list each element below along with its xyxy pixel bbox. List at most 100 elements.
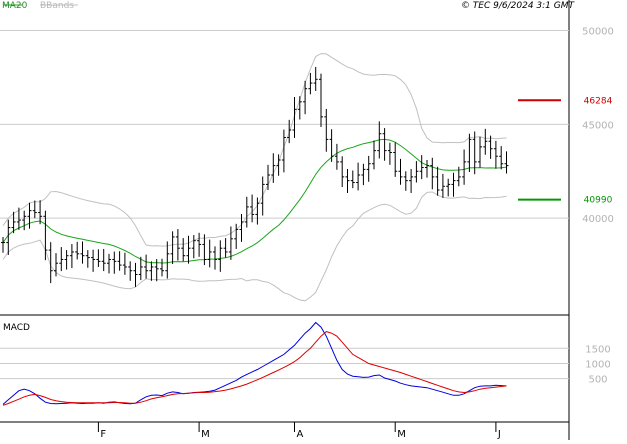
x-tick-label-2: A [297, 429, 304, 440]
macd-tick-label-1: 1000 [585, 359, 610, 370]
price-bar-34 [181, 238, 186, 262]
macd-panel: 1500 1000 500 [0, 321, 611, 406]
price-bar-38 [202, 234, 207, 266]
price-bar-36 [191, 235, 196, 259]
price-bar-70 [372, 140, 376, 170]
macd-panel-label: MACD [3, 323, 30, 333]
signal-line [2, 331, 507, 406]
copyright-text: © TEC 9/6/2024 3:1 GMT [461, 1, 576, 11]
price-bar-8 [43, 210, 48, 261]
price-bar-59 [313, 66, 318, 91]
resistance-value-label: 46284 [584, 96, 613, 106]
ma20-line [2, 138, 507, 264]
x-tick-label-3: M [397, 429, 406, 440]
price-bar-49 [260, 176, 265, 216]
price-bar-65 [345, 169, 350, 194]
price-bar-53 [281, 129, 286, 173]
price-bar-54 [287, 119, 292, 144]
price-bar-89 [472, 131, 477, 175]
price-bar-1 [6, 219, 11, 255]
price-bar-82 [435, 166, 440, 196]
price-bar-79 [419, 155, 424, 180]
price-bar-11 [59, 247, 64, 272]
grid-lines [0, 30, 569, 219]
price-bar-3 [16, 207, 21, 230]
price-bars [1, 66, 509, 287]
price-bar-31 [165, 241, 170, 279]
price-bar-78 [414, 161, 419, 183]
price-bar-62 [329, 129, 334, 162]
price-bar-85 [451, 172, 456, 197]
price-bar-16 [85, 250, 90, 268]
price-bar-91 [483, 128, 488, 155]
price-bar-57 [303, 80, 308, 115]
price-bar-88 [467, 133, 472, 173]
x-tick-label-4: J [497, 429, 501, 440]
price-bar-10 [54, 253, 58, 277]
price-bar-50 [266, 164, 270, 191]
price-bar-56 [297, 96, 302, 120]
price-tick-label-1: 45000 [582, 120, 614, 131]
price-bar-74 [393, 142, 398, 177]
price-bar-64 [340, 156, 345, 188]
price-bar-2 [11, 211, 16, 234]
price-bar-12 [64, 250, 69, 270]
price-bar-35 [186, 235, 191, 264]
price-bar-13 [69, 244, 74, 269]
price-bar-81 [430, 157, 435, 190]
price-bar-24 [128, 261, 133, 281]
price-bar-93 [493, 140, 498, 169]
price-bar-80 [425, 160, 429, 178]
bollinger-bands [2, 53, 507, 302]
price-bar-15 [80, 241, 85, 264]
bbands-legend-label: BBands [40, 1, 74, 11]
price-bar-43 [228, 226, 233, 260]
price-bar-92 [488, 135, 493, 159]
price-tick-label-0: 50000 [582, 27, 614, 38]
macd-tick-label-0: 1500 [585, 344, 610, 355]
price-bar-30 [160, 258, 164, 277]
price-bar-14 [75, 241, 80, 260]
upper-bollinger-band [2, 53, 507, 247]
price-bar-67 [356, 162, 361, 191]
lower-bollinger-band [2, 191, 507, 302]
price-bar-61 [324, 108, 329, 152]
price-bar-23 [122, 252, 127, 275]
price-bar-71 [377, 121, 382, 159]
price-bar-95 [504, 151, 509, 174]
price-bar-28 [149, 261, 154, 281]
price-bar-39 [207, 239, 212, 268]
price-bar-19 [101, 248, 106, 272]
price-bar-76 [403, 171, 408, 191]
price-bar-4 [22, 210, 27, 231]
price-bar-90 [478, 136, 482, 168]
price-bar-5 [27, 202, 32, 229]
price-bar-9 [48, 242, 53, 284]
price-bar-41 [218, 240, 223, 272]
level-markers: 46284 40990 [518, 96, 613, 206]
price-bar-68 [361, 163, 366, 186]
x-tick-label-0: F [100, 429, 106, 440]
price-tick-label-2: 40000 [582, 214, 614, 225]
price-bar-63 [334, 143, 339, 170]
price-bar-94 [499, 146, 504, 170]
price-bar-87 [462, 149, 467, 185]
price-bar-18 [96, 249, 101, 267]
price-bar-25 [133, 262, 138, 287]
price-bar-32 [170, 231, 175, 264]
price-bar-40 [213, 246, 217, 270]
price-bar-69 [366, 155, 371, 182]
price-bar-55 [292, 96, 297, 138]
support-value-label: 40990 [584, 196, 613, 206]
price-bar-6 [32, 200, 37, 219]
price-bar-21 [112, 251, 117, 274]
price-bar-33 [175, 229, 180, 261]
price-bar-77 [409, 169, 414, 194]
price-bar-75 [398, 158, 403, 185]
ma20-legend-label: MA20 [2, 1, 28, 11]
price-bar-83 [440, 173, 445, 198]
price-bar-7 [38, 200, 43, 225]
price-bar-58 [308, 72, 313, 95]
